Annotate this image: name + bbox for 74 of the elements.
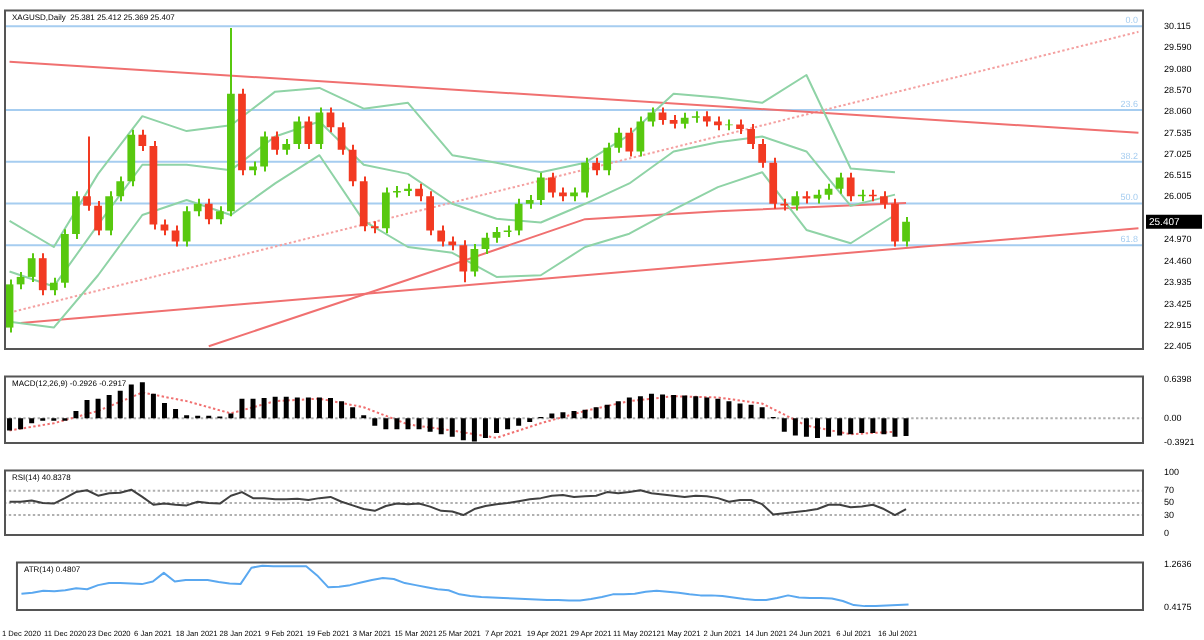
candlestick (725, 118, 733, 132)
bar (438, 418, 444, 435)
bar (737, 403, 743, 419)
bar (505, 418, 511, 430)
bar (549, 413, 555, 419)
bar (660, 394, 666, 419)
bar (372, 418, 378, 426)
bar (560, 412, 566, 419)
bar (637, 396, 643, 419)
bar (449, 418, 455, 437)
bar (139, 382, 145, 419)
bar (106, 395, 112, 419)
bar (792, 418, 798, 436)
bar (305, 397, 311, 419)
bar (582, 409, 588, 419)
bar (704, 397, 710, 419)
bar (261, 398, 267, 419)
bar (671, 395, 677, 419)
bar (693, 396, 699, 419)
bar (405, 418, 411, 430)
bar (759, 407, 765, 419)
bar (859, 418, 865, 433)
bar (173, 409, 179, 419)
bar (239, 398, 245, 419)
bar (715, 398, 721, 419)
bar (748, 404, 754, 419)
bar (339, 401, 345, 419)
bar (837, 418, 843, 436)
bar (516, 418, 522, 426)
bar (316, 397, 322, 419)
bar (162, 402, 167, 419)
candlestick (393, 184, 401, 199)
bar (615, 401, 621, 419)
bar (494, 418, 500, 433)
bar (416, 418, 422, 430)
bar (781, 418, 787, 432)
bar (648, 393, 654, 419)
bar (460, 418, 466, 441)
bar (95, 398, 101, 419)
bar (471, 418, 477, 442)
bar (604, 404, 610, 419)
bar (892, 418, 898, 437)
bar (803, 418, 809, 437)
bar (150, 393, 156, 419)
bar (815, 418, 820, 438)
bar (593, 407, 599, 419)
bar (29, 418, 35, 424)
bar (482, 418, 488, 438)
candlestick (691, 110, 700, 124)
bar (283, 396, 289, 419)
bar (18, 418, 24, 430)
bar (394, 418, 400, 430)
bar (682, 395, 688, 419)
bar (870, 418, 876, 433)
bar (881, 418, 887, 435)
bar (272, 396, 278, 419)
bar (117, 390, 123, 419)
bar (294, 397, 300, 419)
bar (228, 413, 234, 419)
bar (383, 418, 389, 430)
bar (7, 418, 13, 431)
bar (903, 418, 909, 437)
bar (726, 401, 732, 419)
line-series (8, 391, 896, 439)
bar (848, 418, 854, 435)
bar (328, 398, 333, 419)
bar (84, 399, 90, 419)
bar (128, 384, 134, 419)
bar (626, 397, 632, 419)
bar (250, 398, 256, 419)
bar (427, 418, 433, 432)
bar (73, 410, 79, 419)
bar (826, 418, 832, 437)
bar (350, 407, 356, 419)
